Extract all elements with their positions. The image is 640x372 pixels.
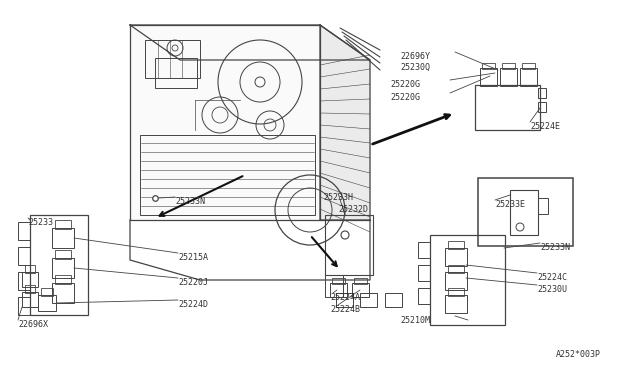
Text: 25210M: 25210M (400, 316, 430, 325)
Bar (418, 242, 430, 258)
Bar (18, 247, 30, 265)
Text: 25220G: 25220G (390, 80, 420, 89)
Polygon shape (320, 25, 370, 220)
Text: A252*003P: A252*003P (556, 350, 601, 359)
Bar (475, 85, 540, 130)
Text: 25233H: 25233H (323, 193, 353, 202)
Text: 25233: 25233 (28, 218, 53, 227)
Bar (155, 58, 197, 88)
Bar (478, 178, 573, 246)
Bar (336, 293, 353, 307)
Bar (352, 283, 369, 297)
Text: 25224C: 25224C (537, 273, 567, 282)
Bar (55, 250, 71, 259)
Bar (500, 68, 517, 86)
Bar (332, 278, 345, 284)
Bar (502, 63, 515, 69)
Text: 25232D: 25232D (338, 205, 368, 214)
Bar (354, 278, 367, 284)
Text: 25220G: 25220G (390, 93, 420, 102)
Text: 25230U: 25230U (537, 285, 567, 294)
Bar (330, 283, 347, 297)
Text: 25233E: 25233E (495, 200, 525, 209)
Bar (22, 292, 38, 307)
Bar (52, 228, 74, 248)
Bar (325, 275, 343, 297)
Bar (30, 215, 88, 315)
Bar (418, 265, 430, 281)
Text: 25233N: 25233N (540, 243, 570, 252)
Bar (418, 288, 430, 304)
Text: 22696X: 22696X (18, 320, 48, 329)
Bar (38, 295, 56, 311)
Bar (18, 222, 30, 240)
Bar (145, 40, 200, 78)
Bar (360, 293, 377, 307)
Text: 25224B: 25224B (330, 305, 360, 314)
Bar (445, 272, 467, 290)
Bar (430, 235, 505, 325)
Polygon shape (130, 25, 370, 60)
Bar (448, 241, 464, 249)
Bar (448, 288, 464, 296)
Bar (482, 63, 495, 69)
Text: 22696Y: 22696Y (400, 52, 430, 61)
Bar (325, 215, 373, 275)
Bar (55, 275, 71, 284)
Text: 25230Q: 25230Q (400, 63, 430, 72)
Bar (510, 190, 538, 235)
Bar (445, 248, 467, 266)
Bar (538, 198, 548, 214)
Bar (52, 283, 74, 303)
Text: 25224D: 25224D (178, 300, 208, 309)
Bar (480, 68, 497, 86)
Text: 25233N: 25233N (175, 197, 205, 206)
Bar (55, 220, 71, 229)
Bar (41, 288, 53, 296)
Bar (18, 272, 30, 290)
Bar (25, 265, 35, 273)
Bar (520, 68, 537, 86)
Bar (445, 295, 467, 313)
Bar (18, 297, 30, 315)
Bar (385, 293, 402, 307)
Bar (538, 102, 546, 112)
Text: 25224A: 25224A (330, 293, 360, 302)
Text: 25224E: 25224E (530, 122, 560, 131)
Bar (25, 285, 35, 293)
Bar (522, 63, 535, 69)
Text: 25215A: 25215A (178, 253, 208, 262)
Polygon shape (130, 25, 320, 220)
Bar (448, 265, 464, 273)
Text: 25220J: 25220J (178, 278, 208, 287)
Bar (52, 258, 74, 278)
Bar (140, 135, 315, 215)
Bar (22, 272, 38, 287)
Bar (538, 88, 546, 98)
